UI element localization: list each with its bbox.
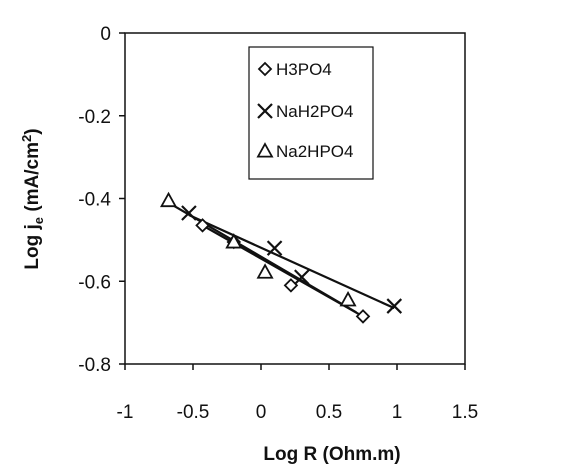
y-axis-label-superscript: 2 — [19, 135, 34, 142]
x-axis-ticks: -1 -0.5 0 0.5 1 1.5 — [117, 364, 478, 423]
x-tick-label-5: 1.5 — [452, 402, 478, 423]
trendline-1 — [188, 214, 395, 310]
data-point-1-0 — [181, 205, 197, 221]
y-axis-ticks: 0 -0.2 -0.4 -0.6 -0.8 — [78, 24, 125, 376]
legend: H3PO4 NaH2PO4 Na2HPO4 — [248, 46, 374, 180]
legend-label-2: Na2HPO4 — [276, 142, 353, 161]
data-point-0-0 — [195, 218, 210, 233]
y-axis-label: Log je (mA/cm2) — [19, 128, 46, 269]
data-point-1-3 — [386, 298, 403, 314]
legend-items: H3PO4 NaH2PO4 Na2HPO4 — [256, 60, 353, 161]
x-tick-label-4: 1 — [392, 402, 403, 423]
y-axis-label-unit: (mA/cm — [22, 142, 43, 217]
data-point-2-3 — [339, 291, 357, 307]
data-point-2-0 — [159, 191, 178, 208]
legend-label-1: NaH2PO4 — [276, 102, 353, 121]
legend-marker-2 — [256, 142, 274, 158]
y-axis-label-close: ) — [22, 128, 43, 134]
data-point-2-1 — [225, 233, 243, 249]
data-point-1-2 — [294, 269, 310, 285]
x-tick-label-2: 0 — [256, 402, 267, 423]
data-point-0-3 — [355, 309, 371, 324]
y-tick-label-2: -0.4 — [78, 190, 111, 211]
data-point-2-2 — [256, 263, 274, 279]
legend-marker-0 — [257, 61, 273, 77]
data-markers — [159, 191, 403, 324]
x-tick-label-1: -0.5 — [177, 402, 210, 423]
y-tick-label-0: 0 — [100, 24, 111, 45]
y-tick-label-3: -0.6 — [78, 272, 111, 293]
legend-label-0: H3PO4 — [276, 60, 332, 79]
y-axis-label-subscript: e — [31, 217, 46, 224]
x-axis-label: Log R (Ohm.m) — [263, 444, 400, 465]
legend-marker-1 — [257, 103, 273, 119]
x-tick-label-0: -1 — [117, 402, 134, 423]
y-axis-label-main: Log j — [22, 224, 43, 269]
x-tick-label-3: 0.5 — [316, 402, 342, 423]
data-point-1-1 — [266, 240, 283, 256]
y-tick-label-1: -0.2 — [78, 107, 111, 128]
y-tick-label-4: -0.8 — [78, 355, 111, 376]
